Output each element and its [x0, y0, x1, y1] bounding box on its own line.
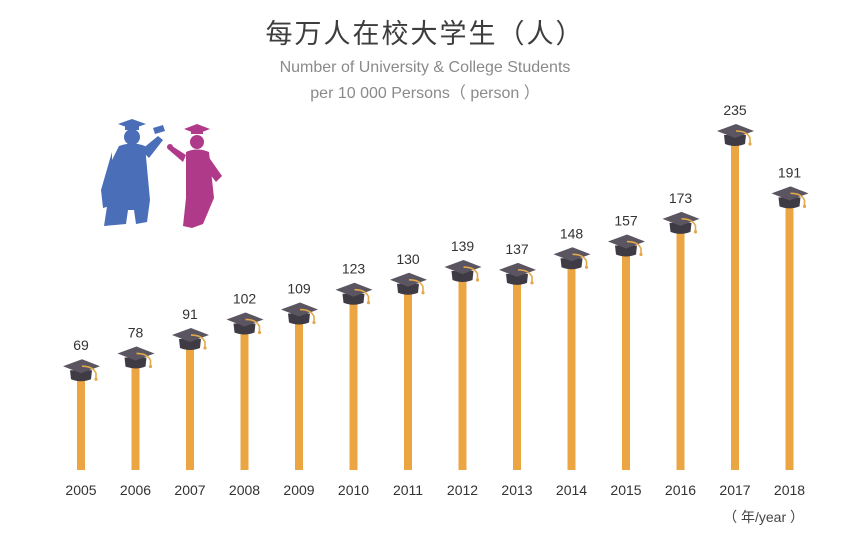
bar	[131, 359, 140, 470]
graduation-cap-icon	[63, 359, 100, 382]
data-label: 69	[73, 337, 89, 353]
graduation-cap-icon	[717, 124, 754, 146]
bar	[404, 285, 412, 470]
bar	[349, 295, 358, 470]
data-label: 137	[505, 241, 529, 257]
graduation-cap-icon	[444, 260, 482, 283]
bar	[731, 137, 739, 470]
graduation-cap-icon	[553, 247, 591, 270]
graduation-cap-icon	[281, 302, 318, 325]
data-label: 157	[614, 213, 638, 229]
x-tick-label: 2014	[556, 482, 587, 498]
data-label: 148	[560, 225, 584, 241]
graduation-cap-icon	[226, 312, 264, 335]
x-tick-label: 2016	[665, 482, 696, 498]
x-tick-label: 2012	[447, 482, 478, 498]
data-label: 191	[778, 164, 802, 180]
graduation-cap-icon	[172, 328, 209, 351]
bar	[458, 273, 467, 470]
data-label: 130	[396, 251, 420, 267]
data-label: 109	[287, 281, 311, 297]
bar	[77, 372, 85, 470]
data-label: 173	[669, 190, 693, 206]
graduation-cap-icon	[499, 262, 536, 285]
x-axis-unit: （ 年/year ）	[723, 509, 804, 525]
x-tick-label: 2010	[338, 482, 369, 498]
bar	[240, 325, 249, 470]
graduation-cap-icon	[662, 211, 700, 234]
bar	[622, 247, 630, 470]
data-label: 123	[342, 261, 366, 277]
x-tick-label: 2007	[174, 482, 205, 498]
chart-title: 每万人在校大学生（人）	[265, 19, 585, 50]
x-tick-label: 2011	[393, 482, 423, 498]
graduation-cap-icon	[771, 186, 809, 209]
data-label: 139	[451, 238, 475, 254]
x-tick-label: 2009	[283, 482, 314, 498]
graduation-cap-icon	[117, 346, 155, 369]
data-label: 235	[723, 102, 747, 118]
bar	[567, 260, 576, 470]
x-tick-label: 2015	[610, 482, 641, 498]
x-tick-label: 2017	[719, 482, 750, 498]
graduation-cap-icon	[608, 234, 645, 257]
bar	[785, 199, 794, 470]
data-label: 102	[233, 290, 257, 306]
bar	[676, 224, 685, 470]
chart-subtitle-line1: Number of University & College Students	[279, 59, 571, 76]
graduates-silhouette-icon	[101, 119, 222, 228]
bar	[513, 275, 521, 470]
x-tick-label: 2008	[229, 482, 260, 498]
data-label: 91	[182, 306, 198, 322]
data-label: 78	[128, 324, 144, 340]
x-tick-label: 2013	[501, 482, 532, 498]
graduation-cap-icon	[390, 272, 427, 295]
x-tick-label: 2006	[120, 482, 151, 498]
x-tick-label: 2018	[774, 482, 805, 498]
chart-subtitle-line2: per 10 000 Persons（ person ）	[310, 85, 540, 102]
x-tick-label: 2005	[65, 482, 96, 498]
bar	[186, 341, 194, 470]
graduation-cap-icon	[335, 282, 373, 305]
bar	[295, 315, 303, 470]
